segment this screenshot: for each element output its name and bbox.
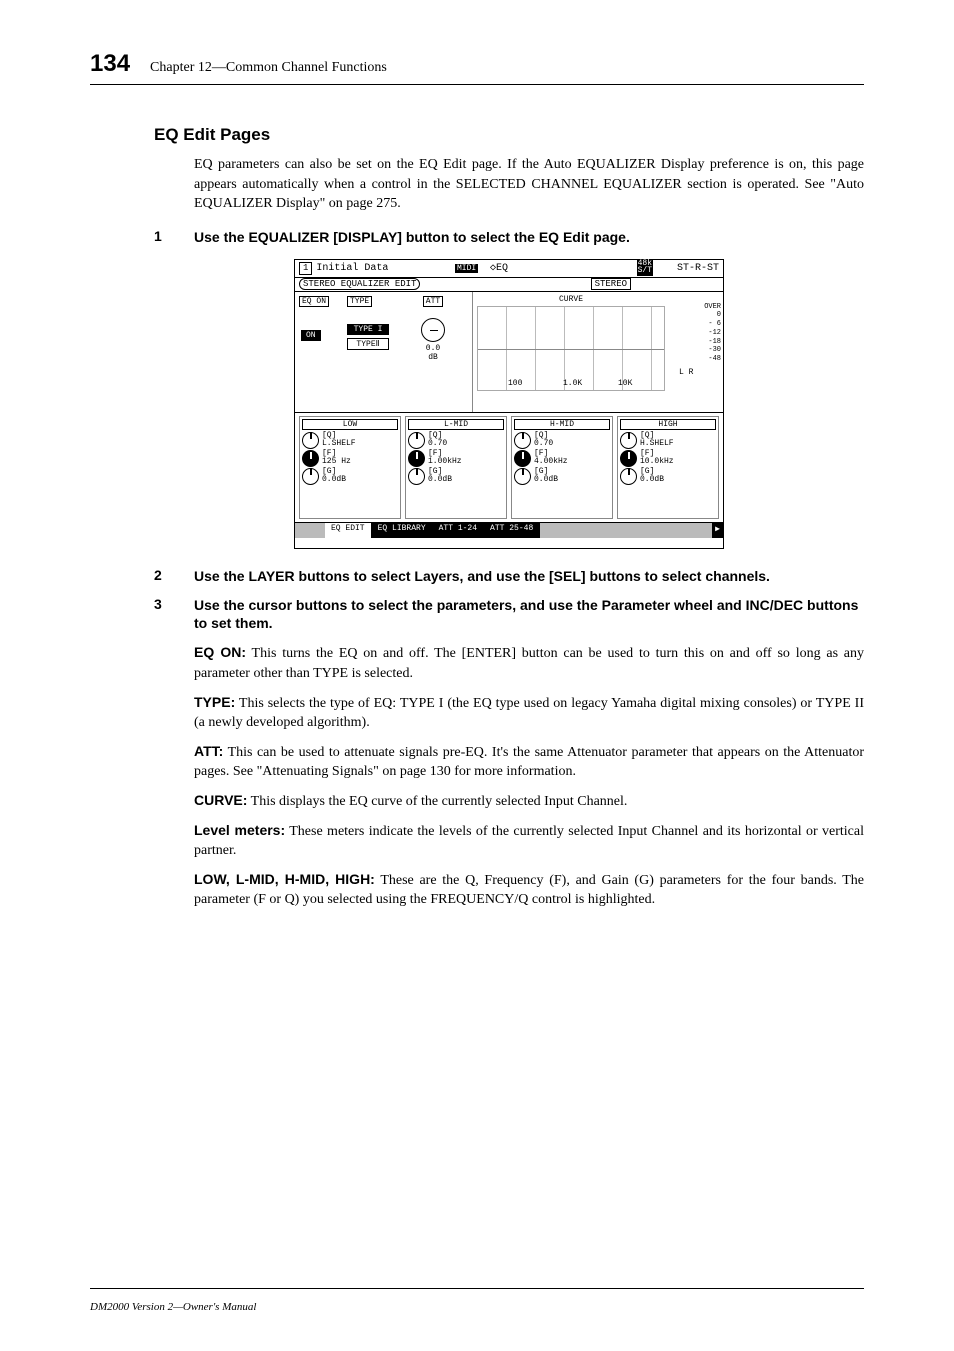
eq-on-button: ON: [301, 330, 321, 341]
tab-eq-edit: EQ EDIT: [325, 523, 372, 538]
eq-curve-graph: 100 1.0K 10K: [477, 306, 665, 391]
sample-rate-indicator: 48k S/T: [637, 260, 653, 276]
type1-button: TYPE I: [347, 324, 389, 335]
g-knob: [302, 468, 319, 485]
band-hmid: H-MID [Q]0.70 [F]4.00kHz [G]0.0dB: [511, 416, 613, 519]
title-text: Initial Data: [316, 263, 388, 274]
band-title: LOW: [302, 419, 398, 430]
band-title: L-MID: [408, 419, 504, 430]
footer-rule: [90, 1288, 864, 1289]
step-text: Use the cursor buttons to select the par…: [194, 596, 864, 634]
step-2: 2 Use the LAYER buttons to select Layers…: [154, 567, 864, 586]
intro-paragraph: EQ parameters can also be set on the EQ …: [194, 155, 864, 214]
footer-text: DM2000 Version 2—Owner's Manual: [90, 1301, 256, 1313]
g-knob: [408, 468, 425, 485]
graph-midline: [478, 349, 664, 350]
screenshot-subbar: STEREO EQUALIZER EDIT STEREO: [295, 278, 723, 292]
screenshot-container: 1 Initial Data MIDI ◇EQ 48k S/T ST-R-ST …: [154, 259, 864, 549]
def-att: ATT: This can be used to attenuate signa…: [194, 742, 864, 782]
tab-att-25-48: ATT 25-48: [484, 523, 540, 538]
screenshot-tabs: EQ EDIT EQ LIBRARY ATT 1-24 ATT 25-48 ▶: [295, 522, 723, 538]
page-number: 134: [90, 50, 130, 78]
step-1: 1 Use the EQUALIZER [DISPLAY] button to …: [154, 228, 864, 247]
q-knob: [620, 432, 637, 449]
def-bands: LOW, L-MID, H-MID, HIGH: These are the Q…: [194, 870, 864, 910]
band-title: H-MID: [514, 419, 610, 430]
def-level-meters: Level meters: These meters indicate the …: [194, 821, 864, 861]
g-knob: [620, 468, 637, 485]
band-low: LOW [Q]L.SHELF [F]125 Hz [G]0.0dB: [299, 416, 401, 519]
graph-tick: 1.0K: [563, 379, 582, 388]
screenshot-body: EQ ON ON TYPE TYPE I TYPEⅡ ATT: [295, 292, 723, 412]
meter-lr-label: L R: [671, 368, 721, 377]
att-value: 0.0 dB: [405, 344, 461, 362]
def-type: TYPE: This selects the type of EQ: TYPE …: [194, 693, 864, 733]
eq-bands: LOW [Q]L.SHELF [F]125 Hz [G]0.0dB L-MID …: [295, 412, 723, 522]
eq-mode-indicator: ◇EQ: [490, 262, 508, 274]
band-high: HIGH [Q]H.SHELF [F]10.0kHz [G]0.0dB: [617, 416, 719, 519]
eq-on-label: EQ ON: [299, 296, 329, 307]
q-knob: [408, 432, 425, 449]
f-knob: [514, 450, 531, 467]
stereo-label: STEREO: [591, 278, 631, 290]
content-area: EQ Edit Pages EQ parameters can also be …: [154, 125, 864, 910]
f-knob: [302, 450, 319, 467]
page-header: 134 Chapter 12—Common Channel Functions: [90, 50, 864, 85]
f-knob: [408, 450, 425, 467]
step-number: 2: [154, 567, 194, 586]
graph-tick: 10K: [618, 379, 632, 388]
q-knob: [302, 432, 319, 449]
channel-badge: 1: [299, 262, 312, 275]
graph-tick: 100: [508, 379, 522, 388]
type2-button: TYPEⅡ: [347, 338, 389, 350]
eq-edit-screenshot: 1 Initial Data MIDI ◇EQ 48k S/T ST-R-ST …: [294, 259, 724, 549]
att-label: ATT: [423, 296, 443, 307]
tab-scroll-arrow: ▶: [712, 523, 723, 538]
curve-label: CURVE: [477, 295, 665, 304]
eq-on-box: EQ ON ON: [299, 296, 343, 408]
meter-panel: OVER 0 - 6 -12 -18 -30 -48 L R: [669, 292, 723, 412]
band-title: HIGH: [620, 419, 716, 430]
type-box: TYPE TYPE I TYPEⅡ: [347, 296, 401, 408]
att-box: ATT 0.0 dB: [405, 296, 461, 408]
tab-att-1-24: ATT 1-24: [433, 523, 484, 538]
f-knob: [620, 450, 637, 467]
page-title-label: STEREO EQUALIZER EDIT: [299, 278, 420, 290]
type-label: TYPE: [347, 296, 372, 307]
att-knob: [421, 318, 445, 342]
meter-scale: OVER 0 - 6 -12 -18 -30 -48: [671, 303, 721, 364]
band-lmid: L-MID [Q]0.70 [F]1.00kHz [G]0.0dB: [405, 416, 507, 519]
tab-eq-library: EQ LIBRARY: [372, 523, 433, 538]
section-heading: EQ Edit Pages: [154, 125, 864, 145]
curve-panel: CURVE 100 1.0K 10K: [473, 292, 669, 412]
stereo-info: ST-R-ST: [677, 263, 719, 274]
chapter-title: Chapter 12—Common Channel Functions: [150, 60, 387, 76]
q-knob: [514, 432, 531, 449]
step-text: Use the EQUALIZER [DISPLAY] button to se…: [194, 228, 630, 247]
definitions-block: EQ ON: This turns the EQ on and off. The…: [194, 643, 864, 910]
step-number: 3: [154, 596, 194, 634]
left-panel: EQ ON ON TYPE TYPE I TYPEⅡ ATT: [295, 292, 473, 412]
midi-indicator: MIDI: [455, 264, 478, 273]
def-eq-on: EQ ON: This turns the EQ on and off. The…: [194, 643, 864, 683]
def-curve: CURVE: This displays the EQ curve of the…: [194, 791, 864, 812]
g-knob: [514, 468, 531, 485]
step-text: Use the LAYER buttons to select Layers, …: [194, 567, 770, 586]
screenshot-titlebar: 1 Initial Data MIDI ◇EQ 48k S/T ST-R-ST: [295, 260, 723, 278]
step-3: 3 Use the cursor buttons to select the p…: [154, 596, 864, 634]
step-number: 1: [154, 228, 194, 247]
